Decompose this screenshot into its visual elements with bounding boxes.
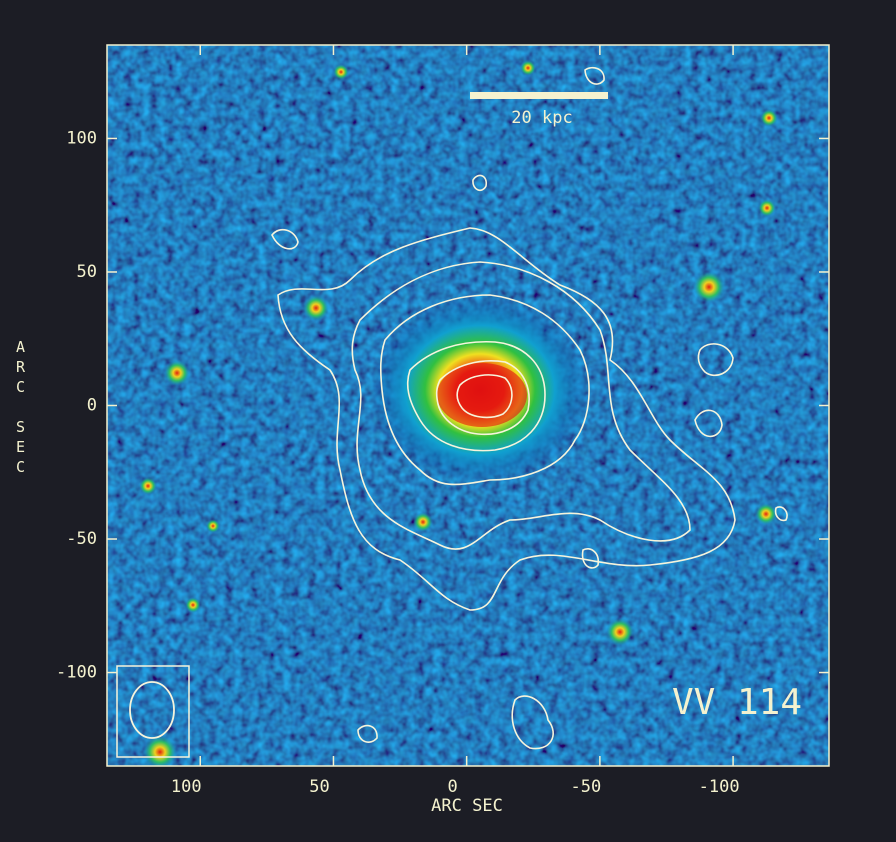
contours [271, 66, 788, 750]
x-tick-label: 100 [171, 777, 202, 797]
sky-image [107, 45, 829, 766]
x-tick-label: 0 [448, 777, 458, 797]
object-label: VV 114 [672, 682, 802, 723]
y-tick-label: -50 [66, 529, 97, 549]
beam [129, 681, 175, 739]
x-tick-label: -50 [571, 777, 602, 797]
x-tick-label: -100 [699, 777, 740, 797]
beam-box [116, 665, 190, 758]
y-tick-label: 0 [87, 396, 97, 416]
x-tick-label: 50 [309, 777, 329, 797]
y-tick-label: -100 [56, 663, 97, 683]
x-axis-label: ARC SEC [431, 796, 503, 816]
scale-bar [470, 92, 608, 99]
y-axis-label: ARC SEC [12, 338, 30, 478]
y-tick-label: 100 [66, 128, 97, 148]
y-tick-label: 50 [77, 262, 97, 282]
scale-label: 20 kpc [511, 108, 572, 128]
stars [139, 60, 778, 766]
